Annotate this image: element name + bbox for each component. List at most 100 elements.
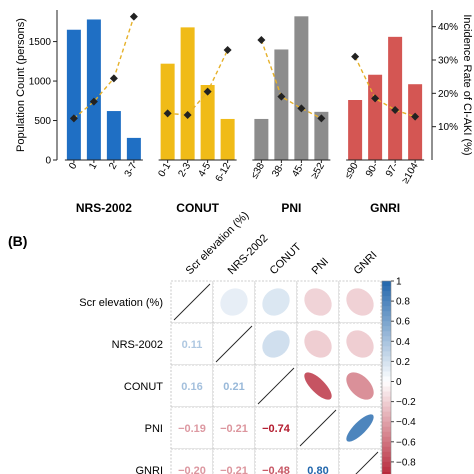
colorbar-segment [382, 436, 391, 443]
colorbar-tick-label: −0.8 [396, 457, 416, 468]
rate-marker [351, 52, 360, 61]
colorbar-segment [382, 361, 391, 367]
rate-marker [203, 87, 212, 96]
correlation-value: 0.80 [307, 465, 328, 474]
colorbar-tick-label: 0.8 [396, 297, 410, 308]
colorbar-segment [382, 416, 391, 423]
colorbar-segment [382, 421, 391, 428]
group-label: GNRI [370, 201, 400, 215]
colorbar-tick-label: −0.6 [396, 437, 416, 448]
row-label: GNRI [136, 465, 164, 474]
correlation-value: 0.21 [223, 381, 244, 393]
colorbar-segment [382, 401, 391, 408]
colorbar-segment [382, 456, 391, 463]
row-label: PNI [145, 423, 163, 435]
rate-marker [411, 112, 420, 121]
colorbar-segment [382, 296, 391, 302]
colorbar-segment [382, 406, 391, 413]
bar [200, 85, 215, 160]
bar [126, 137, 141, 160]
colorbar-tick-label: −0.4 [396, 417, 416, 428]
y-tick-label: 0 [45, 156, 51, 167]
y2-tick-label: 30% [438, 56, 458, 67]
row-label: Scr elevation (%) [79, 297, 163, 309]
rate-marker [257, 36, 266, 44]
diagonal-line [355, 451, 379, 474]
colorbar-segment [382, 311, 391, 317]
correlation-value: −0.21 [220, 465, 248, 474]
y2-tick-label: 40% [438, 22, 458, 33]
diagonal-line [299, 409, 337, 447]
colorbar-segment [382, 426, 391, 433]
diagonal-line [257, 367, 295, 405]
rate-marker [371, 94, 380, 103]
colorbar-segment [382, 446, 391, 453]
row-label: NRS-2002 [112, 339, 163, 351]
bar [274, 49, 289, 161]
colorbar-tick-label: 0.4 [396, 337, 410, 348]
heatmap-cell [254, 448, 298, 474]
colorbar-segment [382, 391, 391, 398]
colorbar-segment [382, 346, 391, 352]
bar [220, 118, 235, 160]
rate-marker [183, 111, 192, 119]
bar [66, 29, 81, 160]
bar [86, 19, 101, 161]
rate-line [260, 39, 322, 119]
x-tick-label: 2 [107, 161, 120, 172]
bar-chart-panel-a: 0 500 1000 1500 10% 20% 30% 40% Population Count… [15, 10, 473, 215]
colorbar-segment [382, 386, 391, 393]
bar [314, 111, 329, 160]
correlation-ellipse [304, 288, 332, 316]
diagonal-line [215, 325, 253, 363]
x-tick-label: 1 [87, 161, 100, 172]
bar [408, 84, 423, 160]
colorbar-segment [382, 301, 391, 307]
bar [106, 111, 121, 160]
colorbar-segment [382, 281, 391, 287]
bar [368, 74, 383, 160]
colorbar-segment [382, 451, 391, 458]
colorbar-segment [382, 351, 391, 357]
colorbar-segment [382, 341, 391, 347]
rate-marker [109, 74, 118, 83]
rate-marker [277, 92, 286, 101]
y2-tick-label: 20% [438, 89, 458, 100]
colorbar-tick-label: 0.6 [396, 317, 410, 328]
colorbar-segment [382, 286, 391, 292]
correlation-value: −0.74 [262, 423, 291, 435]
column-label: NRS-2002 [226, 232, 271, 277]
correlation-value: −0.21 [220, 423, 248, 435]
heatmap-cell [170, 406, 214, 450]
correlation-ellipse [304, 372, 332, 400]
colorbar-segment [382, 471, 391, 474]
column-label: GNRI [352, 249, 380, 277]
colorbar-segment [382, 371, 391, 377]
bar [388, 36, 403, 161]
correlation-ellipse [220, 288, 248, 316]
rate-line [167, 49, 229, 116]
colorbar-segment [382, 291, 391, 297]
correlation-ellipse [346, 414, 374, 442]
correlation-value: −0.48 [262, 465, 290, 474]
colorbar-segment [382, 316, 391, 322]
column-label: CONUT [268, 241, 304, 277]
y2-tick-label: 10% [438, 122, 458, 133]
heatmap-cell [212, 406, 256, 450]
colorbar-segment [382, 376, 391, 382]
colorbar-segment [382, 306, 391, 312]
rate-marker [89, 97, 98, 106]
colorbar-segment [382, 336, 391, 342]
correlation-ellipse [346, 288, 374, 316]
column-label: PNI [310, 256, 331, 277]
colorbar-segment [382, 326, 391, 332]
bar [294, 16, 309, 160]
x-tick-label: 0 [67, 161, 80, 172]
group-label: CONUT [176, 201, 219, 215]
y2-axis-title: Incidence Rate of CI-AKI (%) [461, 14, 473, 155]
row-label: CONUT [124, 381, 163, 393]
heatmap-cell [212, 364, 256, 408]
bar [348, 100, 363, 160]
